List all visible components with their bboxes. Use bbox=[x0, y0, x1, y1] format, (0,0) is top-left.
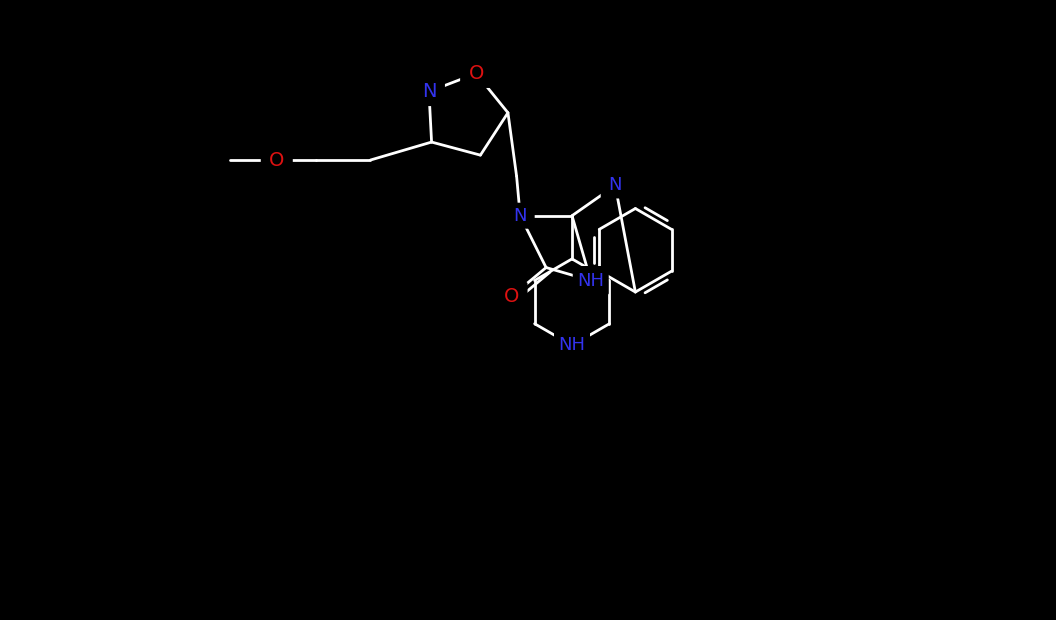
Text: O: O bbox=[469, 64, 484, 83]
FancyBboxPatch shape bbox=[413, 77, 445, 106]
FancyBboxPatch shape bbox=[460, 59, 492, 88]
Text: NH: NH bbox=[559, 336, 585, 354]
FancyBboxPatch shape bbox=[261, 146, 293, 175]
FancyBboxPatch shape bbox=[495, 282, 528, 311]
Text: O: O bbox=[504, 287, 520, 306]
FancyBboxPatch shape bbox=[554, 331, 590, 360]
Text: N: N bbox=[513, 206, 527, 224]
Text: N: N bbox=[608, 177, 622, 195]
Text: N: N bbox=[421, 82, 436, 101]
FancyBboxPatch shape bbox=[572, 266, 608, 295]
FancyBboxPatch shape bbox=[601, 172, 629, 198]
FancyBboxPatch shape bbox=[506, 203, 534, 229]
Text: NH: NH bbox=[578, 272, 604, 290]
Text: O: O bbox=[269, 151, 284, 169]
